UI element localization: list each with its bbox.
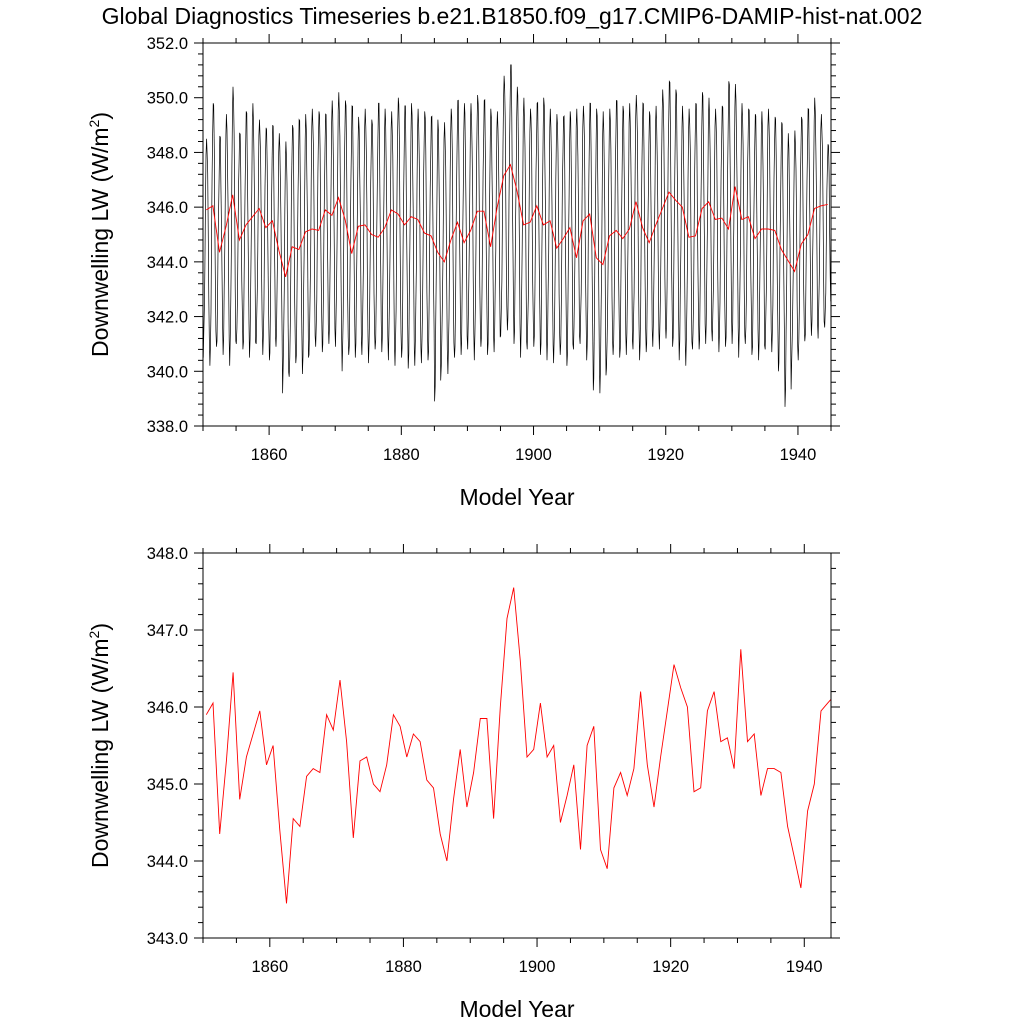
y-tick-label: 340.0: [147, 363, 188, 381]
y-axis-label: Downwelling LW (W/m2): [86, 112, 113, 357]
y-axis-label-close: ): [87, 623, 113, 631]
y-tick-label: 344.0: [147, 853, 188, 871]
y-tick-label: 350.0: [147, 90, 188, 108]
x-axis-label: Model Year: [459, 484, 574, 510]
y-tick-label: 338.0: [147, 418, 188, 436]
monthly-series-line: [202, 64, 832, 407]
x-tick-label: 1940: [780, 446, 817, 464]
x-axis-label: Model Year: [459, 996, 574, 1022]
x-tick-label: 1920: [647, 446, 684, 464]
plot-frame: [202, 42, 832, 427]
y-tick-label: 346.0: [147, 699, 188, 717]
y-tick-label: 348.0: [147, 144, 188, 162]
y-tick-label: 352.0: [147, 35, 188, 53]
y-tick-label: 343.0: [147, 930, 188, 948]
y-tick-label: 342.0: [147, 309, 188, 327]
tick-labels: 1860 1880 1900 1920 1940 343.0 344.0 345.0 346.0…: [147, 545, 823, 976]
x-tick-label: 1900: [519, 958, 556, 976]
y-tick-label: 346.0: [147, 199, 188, 217]
x-tick-label: 1860: [251, 958, 288, 976]
y-axis-label-main: Downwelling LW (W/m: [87, 127, 113, 357]
x-tick-label: 1860: [251, 446, 288, 464]
annual-mean-line: [206, 163, 828, 278]
y-axis-label: Downwelling LW (W/m2): [86, 623, 113, 868]
y-axis-label-main: Downwelling LW (W/m: [87, 638, 113, 868]
x-tick-label: 1880: [383, 446, 420, 464]
y-tick-label: 348.0: [147, 545, 188, 563]
y-tick-label: 345.0: [147, 776, 188, 794]
series-layer: [202, 64, 832, 407]
bottom-panel-annual-mean: 1860 1880 1900 1920 1940 343.0 344.0 345.0 346.0…: [86, 544, 840, 1022]
axis-ticks: [194, 34, 840, 435]
x-tick-label: 1880: [385, 958, 422, 976]
tick-labels: 1860 1880 1900 1920 1940 338.0 340.0 342.0 344.0…: [147, 35, 817, 464]
top-panel-monthly-and-annual: 1860 1880 1900 1920 1940 338.0 340.0 342.0 344.0…: [86, 34, 840, 510]
figure-title: Global Diagnostics Timeseries b.e21.B185…: [102, 3, 923, 29]
y-tick-label: 347.0: [147, 622, 188, 640]
y-axis-label-close: ): [87, 112, 113, 120]
x-tick-label: 1900: [515, 446, 552, 464]
x-tick-label: 1920: [652, 958, 689, 976]
y-axis-label-superscript: 2: [86, 630, 102, 638]
y-axis-label-superscript: 2: [86, 119, 102, 127]
plot-frame: [202, 552, 832, 939]
series-layer: [205, 587, 832, 904]
x-tick-label: 1940: [786, 958, 823, 976]
annual-mean-line: [205, 587, 832, 904]
axis-ticks: [194, 544, 840, 947]
y-tick-label: 344.0: [147, 254, 188, 272]
